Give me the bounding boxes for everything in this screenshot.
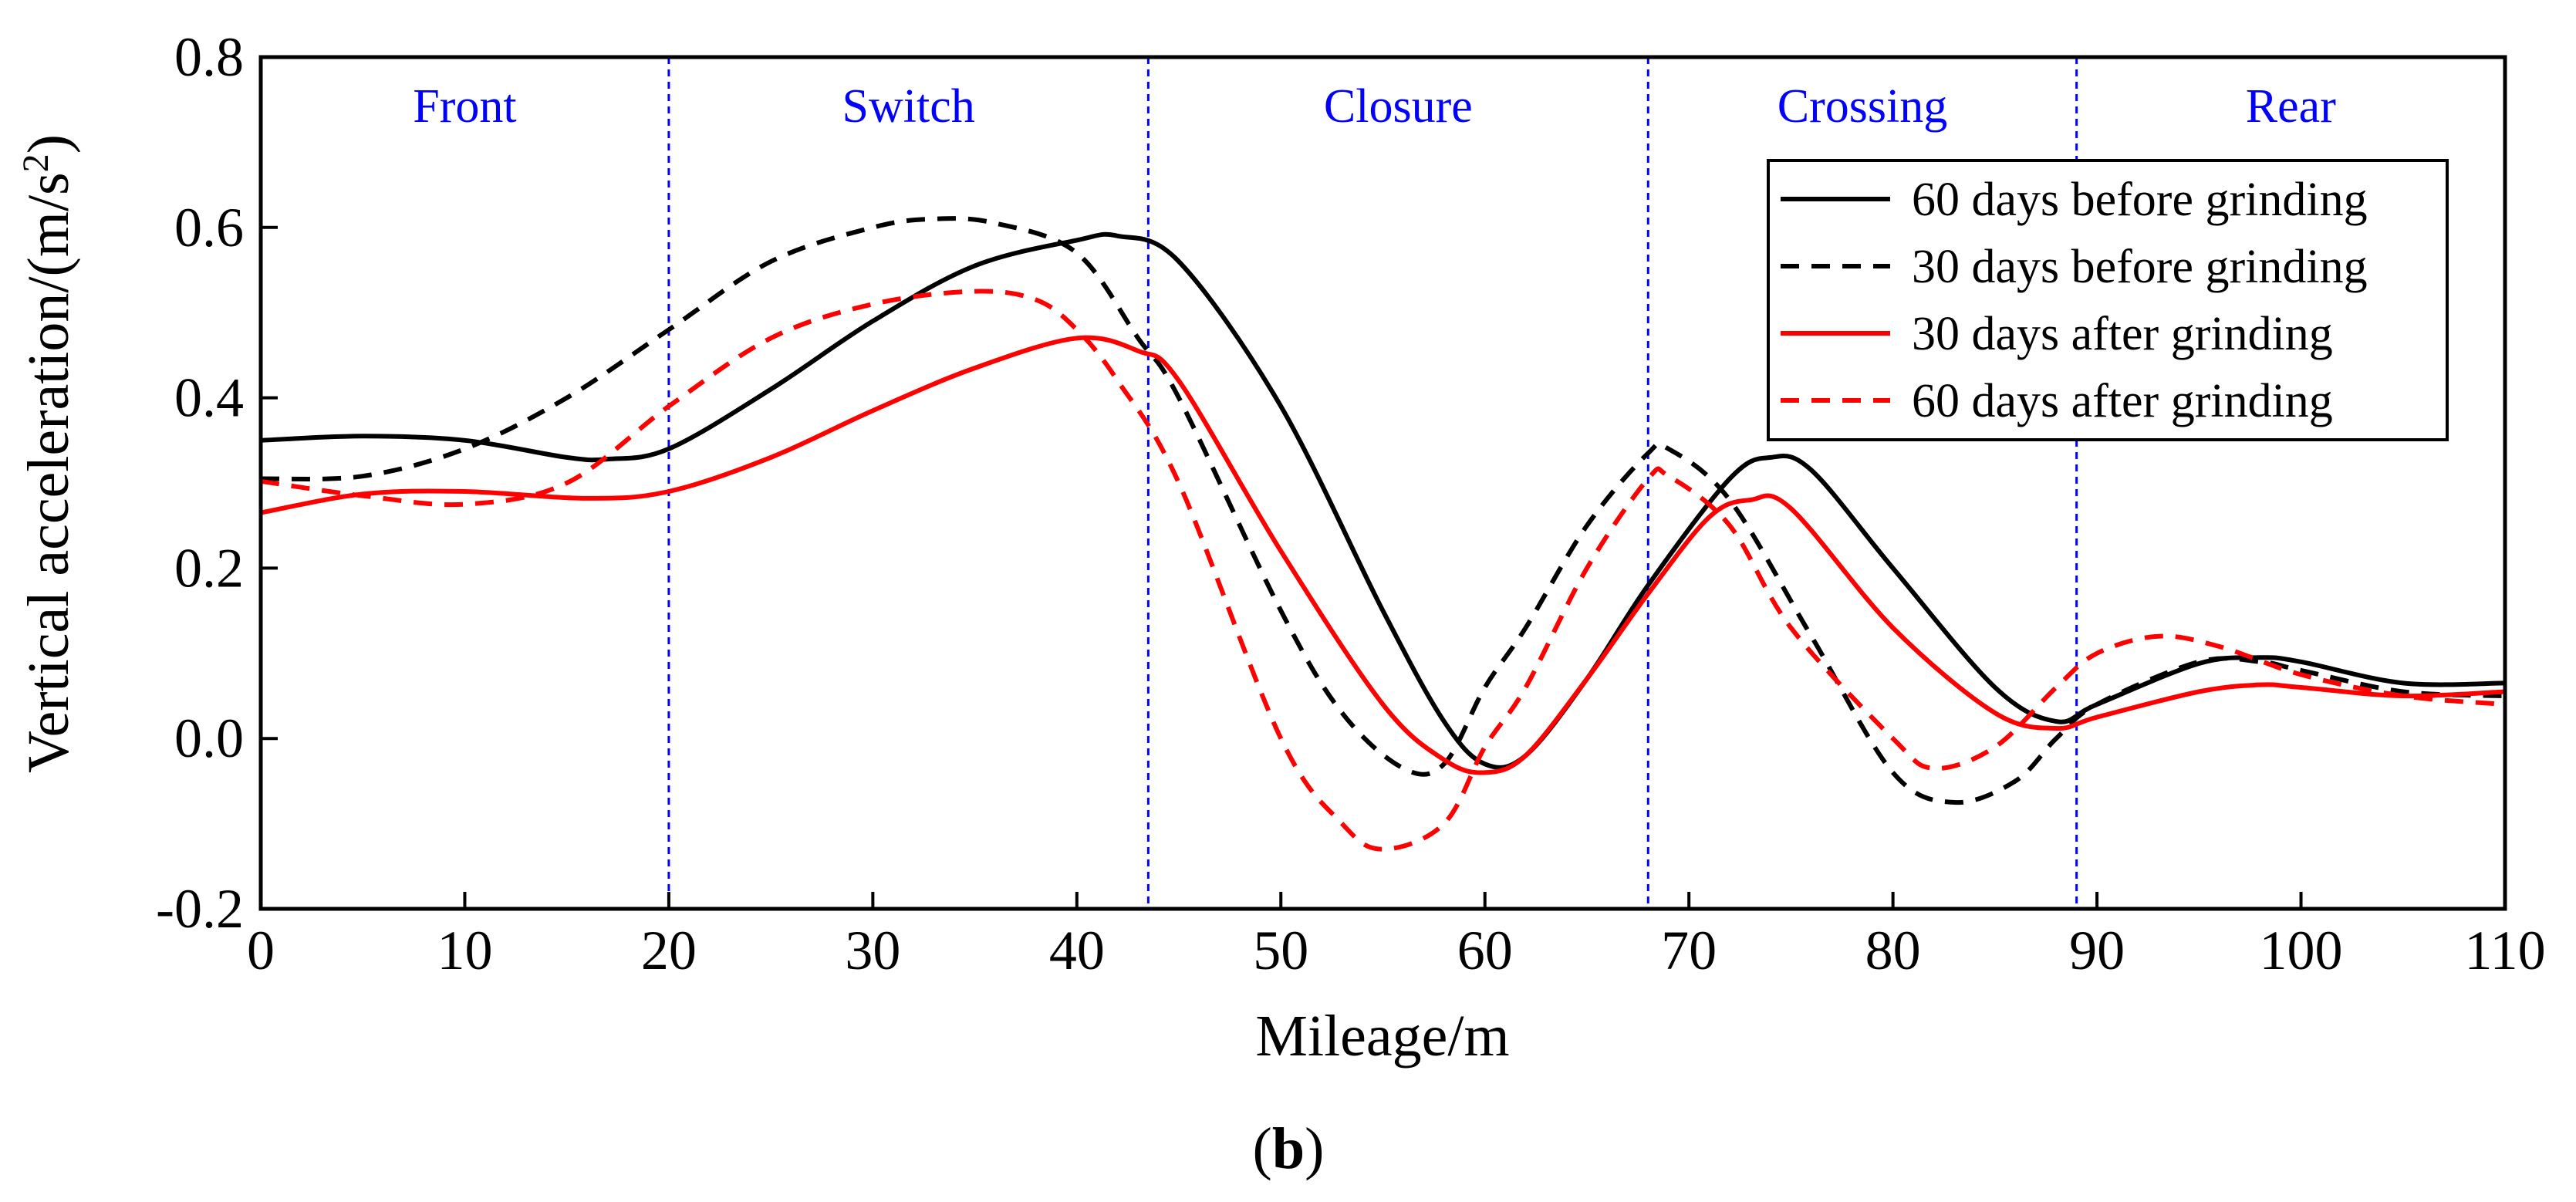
legend: 60 days before grinding 30 days before gr… — [1767, 159, 2449, 441]
x-tick-label: 40 — [1049, 920, 1105, 981]
x-tick-label: 50 — [1253, 920, 1308, 981]
x-tick-label: 80 — [1865, 920, 1921, 981]
plot-frame — [258, 55, 2507, 911]
region-label-switch: Switch — [842, 80, 975, 133]
region-label-rear: Rear — [2246, 80, 2336, 133]
region-labels: Front Switch Closure Crossing Rear — [413, 80, 2336, 133]
legend-label-30-days-before-grinding: 30 days before grinding — [1912, 241, 2368, 293]
x-tick-label: 110 — [2464, 920, 2545, 981]
x-tick-label: 10 — [437, 920, 492, 981]
y-tick-label: 0.8 — [174, 26, 244, 88]
y-tick-label: 0.2 — [174, 537, 244, 599]
y-tick-label: 0.6 — [174, 197, 244, 258]
y-tick-label: 0.0 — [174, 707, 244, 769]
series-lines — [260, 216, 2506, 852]
y-axis-ticks: -0.2 0.0 0.2 0.4 0.6 0.8 — [156, 26, 278, 940]
x-tick-label: 20 — [641, 920, 697, 981]
series-line-60-days-after-grinding — [260, 289, 2506, 852]
series-line-30-days-before-grinding — [260, 216, 2506, 805]
figure-label: (b) — [1253, 1116, 1325, 1181]
legend-label-30-days-after-grinding: 30 days after grinding — [1912, 308, 2333, 360]
y-tick-label: 0.4 — [174, 367, 244, 429]
legend-box — [1767, 159, 2449, 441]
x-axis-ticks: 0 10 20 30 40 50 60 70 80 90 100 110 — [247, 892, 2546, 981]
x-tick-label: 0 — [247, 920, 275, 981]
legend-label-60-days-before-grinding: 60 days before grinding — [1912, 174, 2368, 226]
x-tick-label: 30 — [845, 920, 900, 981]
region-label-crossing: Crossing — [1778, 80, 1947, 133]
x-tick-label: 90 — [2069, 920, 2125, 981]
region-label-front: Front — [413, 80, 516, 133]
legend-label-60-days-after-grinding: 60 days after grinding — [1912, 375, 2333, 427]
x-tick-label: 100 — [2260, 920, 2343, 981]
region-label-closure: Closure — [1324, 80, 1473, 133]
y-axis-title-superscript: 2 — [15, 154, 56, 172]
x-axis-title: Mileage/m — [1255, 1004, 1509, 1069]
series-line-30-days-after-grinding — [260, 335, 2506, 775]
x-tick-label: 70 — [1661, 920, 1717, 981]
x-tick-label: 60 — [1457, 920, 1513, 981]
y-tick-label: -0.2 — [156, 878, 244, 940]
y-axis-title: Vertical acceleration/(m/s2) — [15, 134, 82, 773]
